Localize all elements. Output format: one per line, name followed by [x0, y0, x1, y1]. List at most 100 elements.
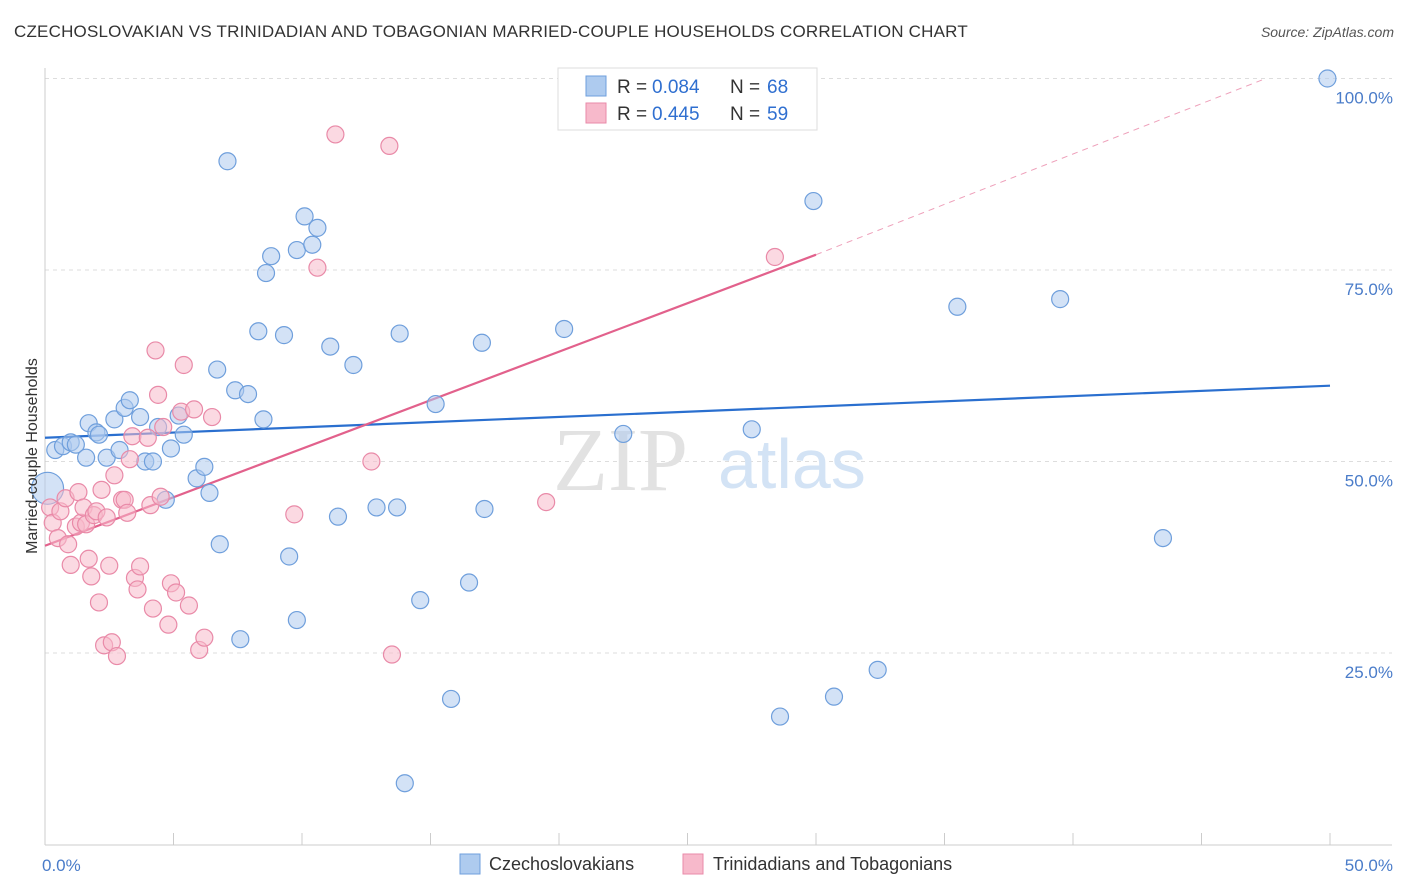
trinidadian-trend-extension	[815, 78, 1266, 256]
legend-n-value-blue: 68	[767, 77, 788, 98]
trinidadian-point	[82, 567, 101, 586]
czechoslovakian-point	[321, 337, 340, 356]
czechoslovakian-point	[555, 319, 574, 339]
trinidadian-point	[166, 583, 186, 602]
series-legend-label-blue: Czechoslovakians	[489, 854, 634, 874]
trinidadian-point	[195, 628, 214, 647]
czechoslovakian-point	[143, 452, 163, 471]
czechoslovakian-point	[210, 535, 229, 554]
czechoslovakian-point	[262, 247, 281, 266]
czechoslovakian-point	[308, 218, 327, 237]
czechoslovakian-point	[411, 591, 430, 610]
czechoslovakian-point	[89, 425, 109, 444]
czechoslovakian-point	[287, 610, 306, 630]
watermark-atlas: atlas	[718, 425, 866, 503]
grid-lines	[45, 78, 1392, 654]
series-legend-swatch-blue	[459, 853, 481, 875]
series-legend: Czechoslovakians Trinidadians and Tobago…	[459, 853, 952, 875]
trinidadian-point	[105, 466, 124, 485]
trinidadian-point	[69, 483, 88, 502]
trinidadian-point	[174, 355, 193, 375]
trinidadian-point	[308, 258, 327, 277]
trinidadian-point	[184, 400, 204, 419]
czechoslovakian-point	[1051, 290, 1070, 309]
trinidadian-point	[92, 480, 111, 499]
x-tick-label: 50.0%	[1345, 856, 1393, 875]
legend-r-label-pink: R =	[617, 104, 647, 125]
czechoslovakian-point	[254, 410, 273, 429]
trinidadian-point	[151, 487, 170, 506]
czechoslovakian-point	[249, 322, 268, 341]
czechoslovakian-point	[770, 707, 790, 726]
czechoslovakian-point	[200, 483, 219, 503]
czechoslovakian-point	[66, 435, 85, 454]
czechoslovakian-point	[1153, 528, 1173, 548]
trinidadian-point	[285, 505, 304, 524]
legend-r-value-pink: 0.445	[652, 104, 700, 125]
trinidadian-point	[79, 549, 98, 568]
trinidadian-point	[362, 452, 381, 471]
czechoslovakian-point	[344, 355, 363, 375]
trinidadian-point	[120, 450, 139, 469]
y-tick-label: 50.0%	[1345, 472, 1393, 491]
czechoslovakian-point	[280, 547, 299, 566]
trinidadian-point	[326, 125, 345, 144]
x-tick-labels: 0.0% 50.0%	[42, 856, 1393, 875]
trinidadian-point	[61, 555, 80, 575]
trinidadian-point	[146, 341, 165, 360]
czechoslovakian-point	[130, 407, 150, 427]
legend-r-label-blue: R =	[617, 77, 647, 98]
czechoslovakian-point	[195, 457, 214, 476]
czechoslovakian-point	[868, 660, 887, 679]
trinidadian-point	[138, 428, 157, 447]
legend-swatch-blue	[585, 75, 607, 97]
y-axis-label: Married-couple Households	[24, 358, 41, 554]
czechoslovakian-point	[105, 410, 124, 429]
czechoslovakian-point	[824, 687, 844, 706]
czechoslovakian-point	[1318, 69, 1337, 88]
czechoslovakian-point	[472, 333, 491, 352]
trinidadian-point	[128, 580, 147, 599]
czechoslovakian-point	[387, 498, 407, 517]
czechoslovakian-point	[218, 152, 237, 171]
trinidadian-point	[148, 385, 168, 404]
czechoslovakian-point	[274, 326, 294, 345]
axes	[44, 68, 1392, 846]
trinidadian-point	[118, 503, 137, 522]
czechoslovakian-point	[614, 424, 633, 444]
trinidadian-point	[97, 508, 116, 527]
czechoslovakian-point	[77, 448, 96, 467]
series-legend-swatch-pink	[682, 853, 704, 875]
x-tick-label: 0.0%	[42, 856, 81, 875]
czechoslovakian-point	[120, 391, 139, 410]
trinidadian-point	[89, 593, 109, 612]
czechoslovakian-point	[948, 297, 967, 316]
trinidadian-point	[123, 427, 142, 446]
czechoslovakian-point	[475, 499, 494, 519]
y-tick-label: 75.0%	[1345, 280, 1393, 299]
legend-n-label-pink: N =	[730, 104, 760, 125]
czechoslovakian-point	[804, 191, 823, 211]
czechoslovakian-point	[441, 689, 461, 709]
czechoslovakian-point	[426, 394, 445, 414]
trinidadian-point	[382, 645, 402, 664]
czechoslovakian-point	[395, 774, 414, 793]
czechoslovakian-point	[459, 573, 479, 592]
y-tick-labels: 25.0% 50.0% 75.0% 100.0%	[1335, 89, 1393, 683]
trinidadian-point	[154, 417, 173, 437]
czechoslovakian-point	[367, 498, 386, 517]
legend-n-value-pink: 59	[767, 104, 788, 125]
trinidadian-point	[100, 556, 119, 575]
czechoslovakian-point	[287, 240, 306, 260]
data-points	[30, 69, 1337, 793]
trinidadian-point	[143, 599, 163, 618]
correlation-legend: R = 0.084 N = 68 R = 0.445 N = 59	[557, 67, 818, 131]
y-tick-label: 25.0%	[1345, 663, 1393, 682]
trinidadian-point	[537, 492, 556, 512]
czechoslovakian-point	[256, 263, 276, 283]
trinidadian-point	[59, 535, 78, 554]
czechoslovakian-trend-line	[44, 384, 1331, 439]
trinidadian-point	[130, 557, 150, 576]
trinidadian-point	[202, 407, 222, 427]
